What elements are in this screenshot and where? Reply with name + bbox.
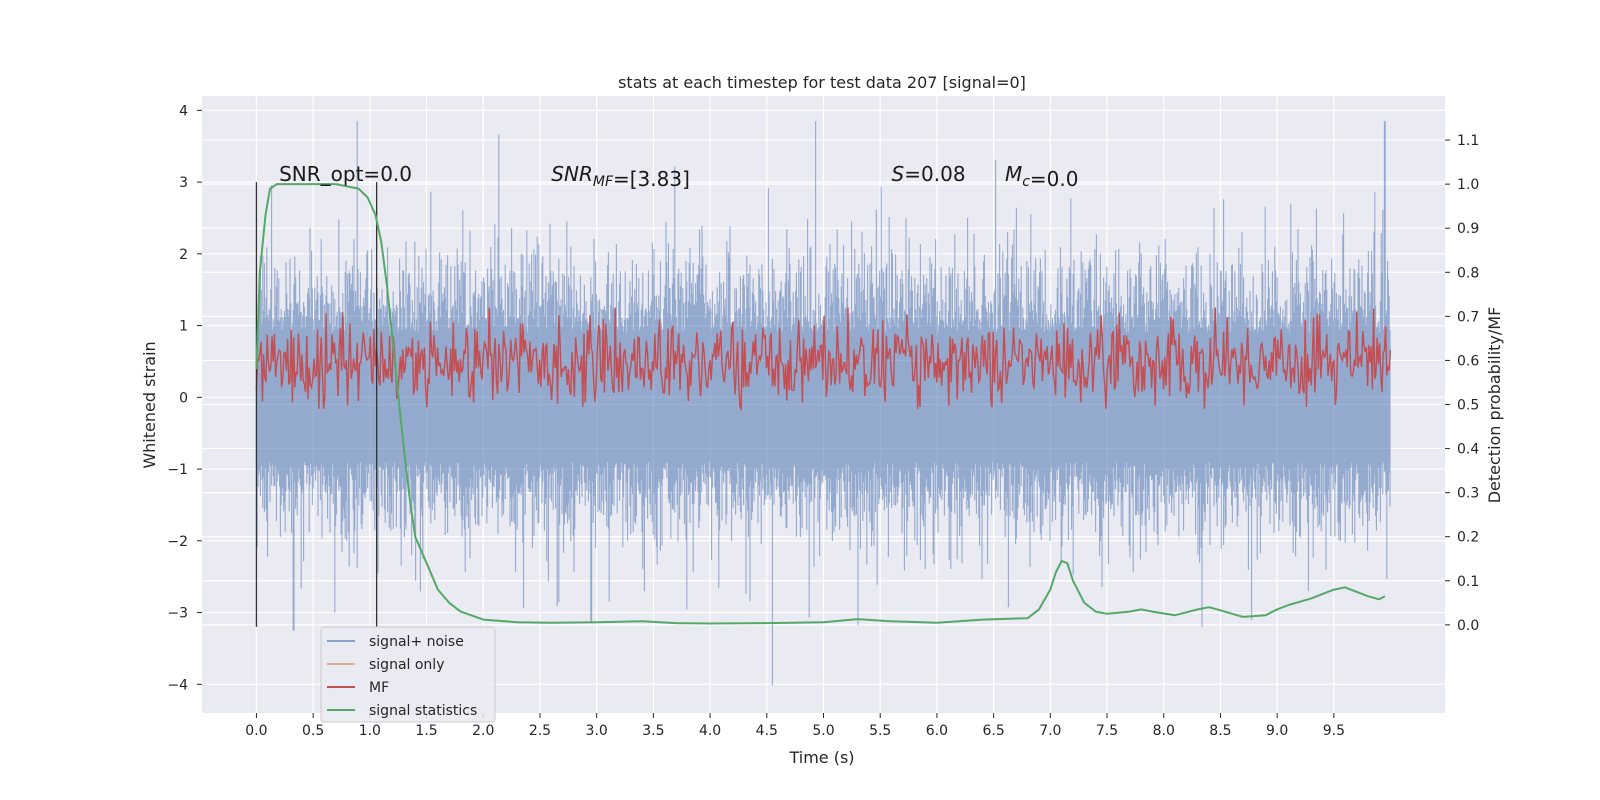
x-tick-label: 0.5 [302,723,324,739]
legend-label: signal statistics [369,703,477,719]
x-tick-label: 2.0 [472,723,494,739]
annotation-text: SNR_opt=0.0 [279,162,412,186]
y-tick-label: 3 [179,175,188,191]
annotations: SNR_opt=0.0 SNRMF=[3.83] S=0.08 Mc=0.0 [279,162,1078,191]
x-tick-label: 1.5 [415,723,437,739]
x-tick-label: 2.5 [529,723,551,739]
y-tick-label: 2 [179,247,188,263]
y2-axis-label: Detection probability/MF [1485,307,1504,504]
annotation-text: S=0.08 [892,162,966,186]
legend-box [320,626,496,723]
y2-tick-label: 0.9 [1457,221,1479,237]
y-tick-label: 4 [179,103,188,119]
x-tick-label: 7.5 [1096,723,1118,739]
x-tick-label: 3.5 [642,723,664,739]
x-tick-label: 1.0 [359,723,381,739]
signal-statistics-line [255,183,1386,625]
x-tick-label: 4.0 [699,723,721,739]
y-tick-label: −3 [167,606,188,622]
x-tick-label: 5.5 [869,723,891,739]
x-tick-label: 3.0 [586,723,608,739]
annotation-text: SNRMF=[3.83] [551,162,690,191]
mf-series [255,307,1392,412]
annotation-text: Mc=0.0 [1005,162,1079,191]
x-tick-label: 9.0 [1266,723,1288,739]
x-tick-label: 5.0 [812,723,834,739]
marker-lines [255,182,378,627]
mf-line [255,307,1392,412]
y2-tick-label: 1.1 [1457,133,1479,149]
legend-label: MF [369,680,389,696]
y2-tick-label: 0.7 [1457,309,1479,325]
legend: signal+ noise signal only MF signal statist… [320,626,496,723]
x-axis-label: Time (s) [788,748,854,767]
y2-tick-label: 0.0 [1457,618,1479,634]
y2-tick-label: 0.2 [1457,530,1479,546]
y-axis-label: Whitened strain [140,341,159,468]
y2-tick-label: 0.3 [1457,486,1479,502]
x-tick-label: 9.5 [1323,723,1345,739]
chart-title: stats at each timestep for test data 207… [618,73,1026,92]
y2-tick-label: 0.5 [1457,398,1479,414]
y-tick-label: −4 [167,677,188,693]
y-tick-label: −1 [167,462,188,478]
y-tick-label: −2 [167,534,188,550]
y2-tick-label: 0.4 [1457,442,1479,458]
x-tick-label: 8.5 [1209,723,1231,739]
signal-statistics-series [255,183,1386,625]
y2-tick-label: 1.0 [1457,177,1479,193]
legend-label: signal only [369,657,444,673]
y2-tick-label: 0.6 [1457,353,1479,369]
x-tick-label: 6.0 [926,723,948,739]
x-tick-label: 4.5 [756,723,778,739]
y-tick-label: 0 [179,390,188,406]
x-tick-label: 8.0 [1153,723,1175,739]
y2-tick-label: 0.1 [1457,574,1479,590]
legend-label: signal+ noise [369,634,464,650]
axis-ticks: 0.0 0.5 1.0 1.5 2.0 2.5 3.0 3.5 4.0 4.5 5.0 5.5 6.0 6… [167,103,1479,739]
y2-tick-label: 0.8 [1457,265,1479,281]
x-tick-label: 7.0 [1039,723,1061,739]
x-tick-label: 6.5 [982,723,1004,739]
y-tick-label: 1 [179,319,188,335]
x-tick-label: 0.0 [245,723,267,739]
